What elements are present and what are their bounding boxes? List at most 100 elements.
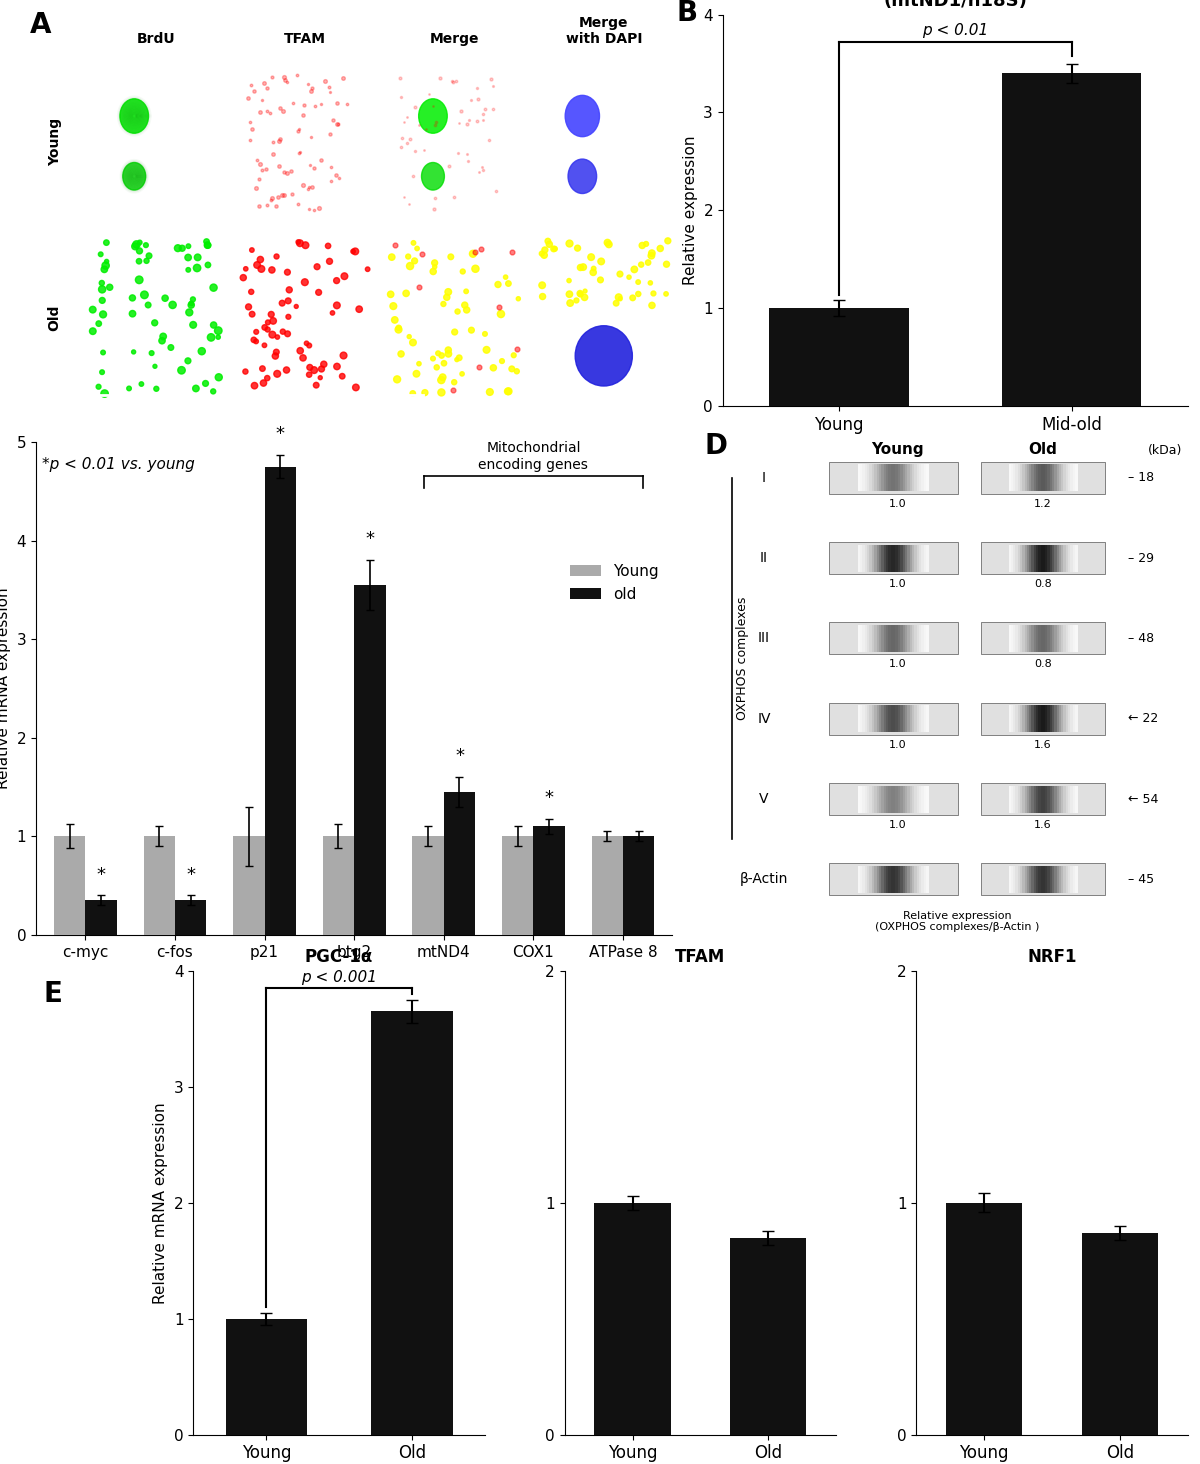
FancyBboxPatch shape — [868, 464, 870, 492]
Text: *: * — [365, 530, 374, 549]
Text: Old: Old — [48, 305, 61, 331]
FancyBboxPatch shape — [980, 622, 1105, 654]
FancyBboxPatch shape — [1030, 865, 1032, 893]
FancyBboxPatch shape — [1027, 786, 1030, 813]
FancyBboxPatch shape — [1048, 865, 1050, 893]
FancyBboxPatch shape — [865, 706, 868, 732]
FancyBboxPatch shape — [898, 545, 901, 571]
FancyBboxPatch shape — [893, 706, 896, 732]
FancyBboxPatch shape — [863, 706, 865, 732]
FancyBboxPatch shape — [1013, 464, 1016, 492]
Text: *: * — [455, 747, 464, 766]
FancyBboxPatch shape — [912, 625, 914, 651]
Text: I: I — [762, 471, 766, 485]
Bar — [1082, 1233, 1158, 1435]
FancyBboxPatch shape — [1058, 625, 1062, 651]
Bar — [444, 792, 475, 935]
Text: 1.0: 1.0 — [889, 499, 906, 508]
FancyBboxPatch shape — [907, 706, 910, 732]
FancyBboxPatch shape — [898, 706, 901, 732]
FancyBboxPatch shape — [1063, 625, 1066, 651]
FancyBboxPatch shape — [1073, 625, 1075, 651]
Text: 1.6: 1.6 — [1034, 820, 1051, 830]
FancyBboxPatch shape — [883, 625, 887, 651]
FancyBboxPatch shape — [907, 786, 910, 813]
FancyBboxPatch shape — [868, 706, 870, 732]
FancyBboxPatch shape — [1066, 786, 1068, 813]
Bar — [731, 1237, 806, 1435]
Y-axis label: Relative expression: Relative expression — [683, 136, 697, 285]
Y-axis label: Relative mRNA expression: Relative mRNA expression — [0, 587, 11, 789]
FancyBboxPatch shape — [1015, 625, 1019, 651]
FancyBboxPatch shape — [888, 464, 892, 492]
FancyBboxPatch shape — [1043, 706, 1045, 732]
FancyBboxPatch shape — [922, 625, 924, 651]
Text: – 29: – 29 — [1128, 552, 1154, 565]
FancyBboxPatch shape — [876, 786, 880, 813]
FancyBboxPatch shape — [922, 706, 924, 732]
Bar — [354, 586, 385, 935]
FancyBboxPatch shape — [860, 786, 863, 813]
FancyBboxPatch shape — [1036, 865, 1039, 893]
FancyBboxPatch shape — [876, 706, 880, 732]
FancyBboxPatch shape — [871, 865, 875, 893]
FancyBboxPatch shape — [1056, 625, 1060, 651]
FancyBboxPatch shape — [890, 786, 894, 813]
FancyBboxPatch shape — [1073, 545, 1075, 571]
FancyBboxPatch shape — [1022, 625, 1025, 651]
FancyBboxPatch shape — [1009, 706, 1012, 732]
Text: – 45: – 45 — [1128, 873, 1154, 886]
FancyBboxPatch shape — [924, 786, 926, 813]
FancyBboxPatch shape — [1030, 625, 1032, 651]
FancyBboxPatch shape — [828, 864, 958, 896]
FancyBboxPatch shape — [922, 786, 924, 813]
FancyBboxPatch shape — [881, 786, 884, 813]
FancyBboxPatch shape — [828, 461, 958, 493]
FancyBboxPatch shape — [890, 464, 894, 492]
FancyBboxPatch shape — [917, 545, 919, 571]
FancyBboxPatch shape — [888, 545, 892, 571]
FancyBboxPatch shape — [1068, 706, 1070, 732]
FancyBboxPatch shape — [868, 545, 870, 571]
FancyBboxPatch shape — [1030, 786, 1032, 813]
FancyBboxPatch shape — [1063, 865, 1066, 893]
Text: *: * — [186, 865, 196, 884]
FancyBboxPatch shape — [898, 786, 901, 813]
FancyBboxPatch shape — [871, 706, 875, 732]
FancyBboxPatch shape — [1061, 706, 1064, 732]
FancyBboxPatch shape — [910, 706, 912, 732]
FancyBboxPatch shape — [1018, 464, 1020, 492]
FancyBboxPatch shape — [1055, 464, 1057, 492]
FancyBboxPatch shape — [1056, 706, 1060, 732]
FancyBboxPatch shape — [1030, 706, 1032, 732]
FancyBboxPatch shape — [895, 865, 899, 893]
FancyBboxPatch shape — [1015, 865, 1019, 893]
Bar — [54, 836, 85, 935]
FancyBboxPatch shape — [890, 706, 894, 732]
FancyBboxPatch shape — [870, 625, 872, 651]
FancyBboxPatch shape — [1050, 625, 1052, 651]
FancyBboxPatch shape — [1010, 545, 1014, 571]
FancyBboxPatch shape — [1022, 786, 1025, 813]
FancyBboxPatch shape — [1040, 545, 1043, 571]
FancyBboxPatch shape — [912, 865, 914, 893]
FancyBboxPatch shape — [886, 706, 889, 732]
Text: ← 54: ← 54 — [1128, 792, 1158, 805]
Text: 1.0: 1.0 — [889, 580, 906, 589]
Text: *p < 0.01 vs. young: *p < 0.01 vs. young — [42, 457, 196, 471]
Text: TFAM: TFAM — [284, 32, 326, 45]
FancyBboxPatch shape — [1070, 625, 1073, 651]
FancyBboxPatch shape — [1013, 865, 1016, 893]
FancyBboxPatch shape — [980, 864, 1105, 896]
FancyBboxPatch shape — [874, 786, 877, 813]
FancyBboxPatch shape — [905, 464, 907, 492]
FancyBboxPatch shape — [1068, 865, 1070, 893]
FancyBboxPatch shape — [893, 865, 896, 893]
FancyBboxPatch shape — [1009, 786, 1012, 813]
FancyBboxPatch shape — [1043, 545, 1045, 571]
FancyBboxPatch shape — [907, 545, 910, 571]
FancyBboxPatch shape — [1032, 786, 1034, 813]
FancyBboxPatch shape — [1056, 865, 1060, 893]
FancyBboxPatch shape — [1033, 706, 1037, 732]
FancyBboxPatch shape — [924, 706, 926, 732]
